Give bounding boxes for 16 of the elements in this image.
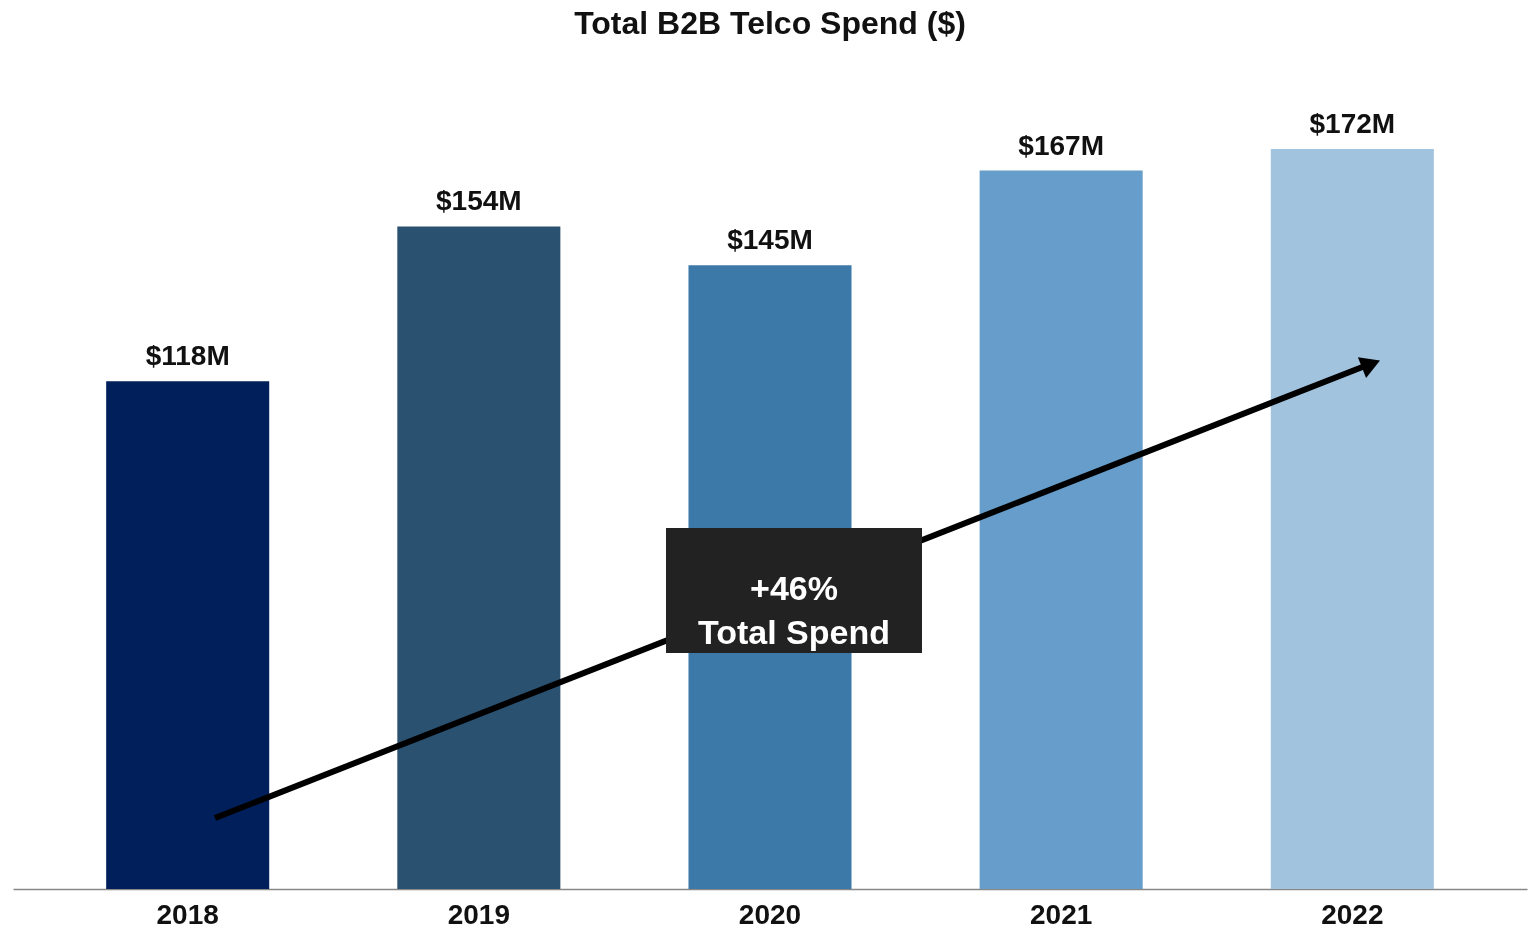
x-tick-label: 2019	[447, 898, 510, 930]
data-label: $145M	[727, 224, 813, 256]
x-tick-label: 2022	[1321, 898, 1384, 930]
data-label: $172M	[1309, 108, 1396, 139]
bar	[979, 170, 1143, 889]
x-tick-label: 2020	[738, 898, 802, 930]
data-label: $167M	[1018, 129, 1104, 161]
x-tick-label: 2018	[156, 898, 219, 930]
chart-title: Total B2B Telco Spend ($)	[574, 5, 966, 41]
bar	[1270, 149, 1434, 889]
bar	[397, 226, 561, 889]
data-label: $154M	[436, 185, 522, 217]
annotation: +46% Total Spend	[697, 569, 891, 651]
x-tick-label: 2021	[1030, 898, 1093, 930]
data-label: $118M	[145, 340, 230, 372]
bar	[106, 381, 270, 889]
